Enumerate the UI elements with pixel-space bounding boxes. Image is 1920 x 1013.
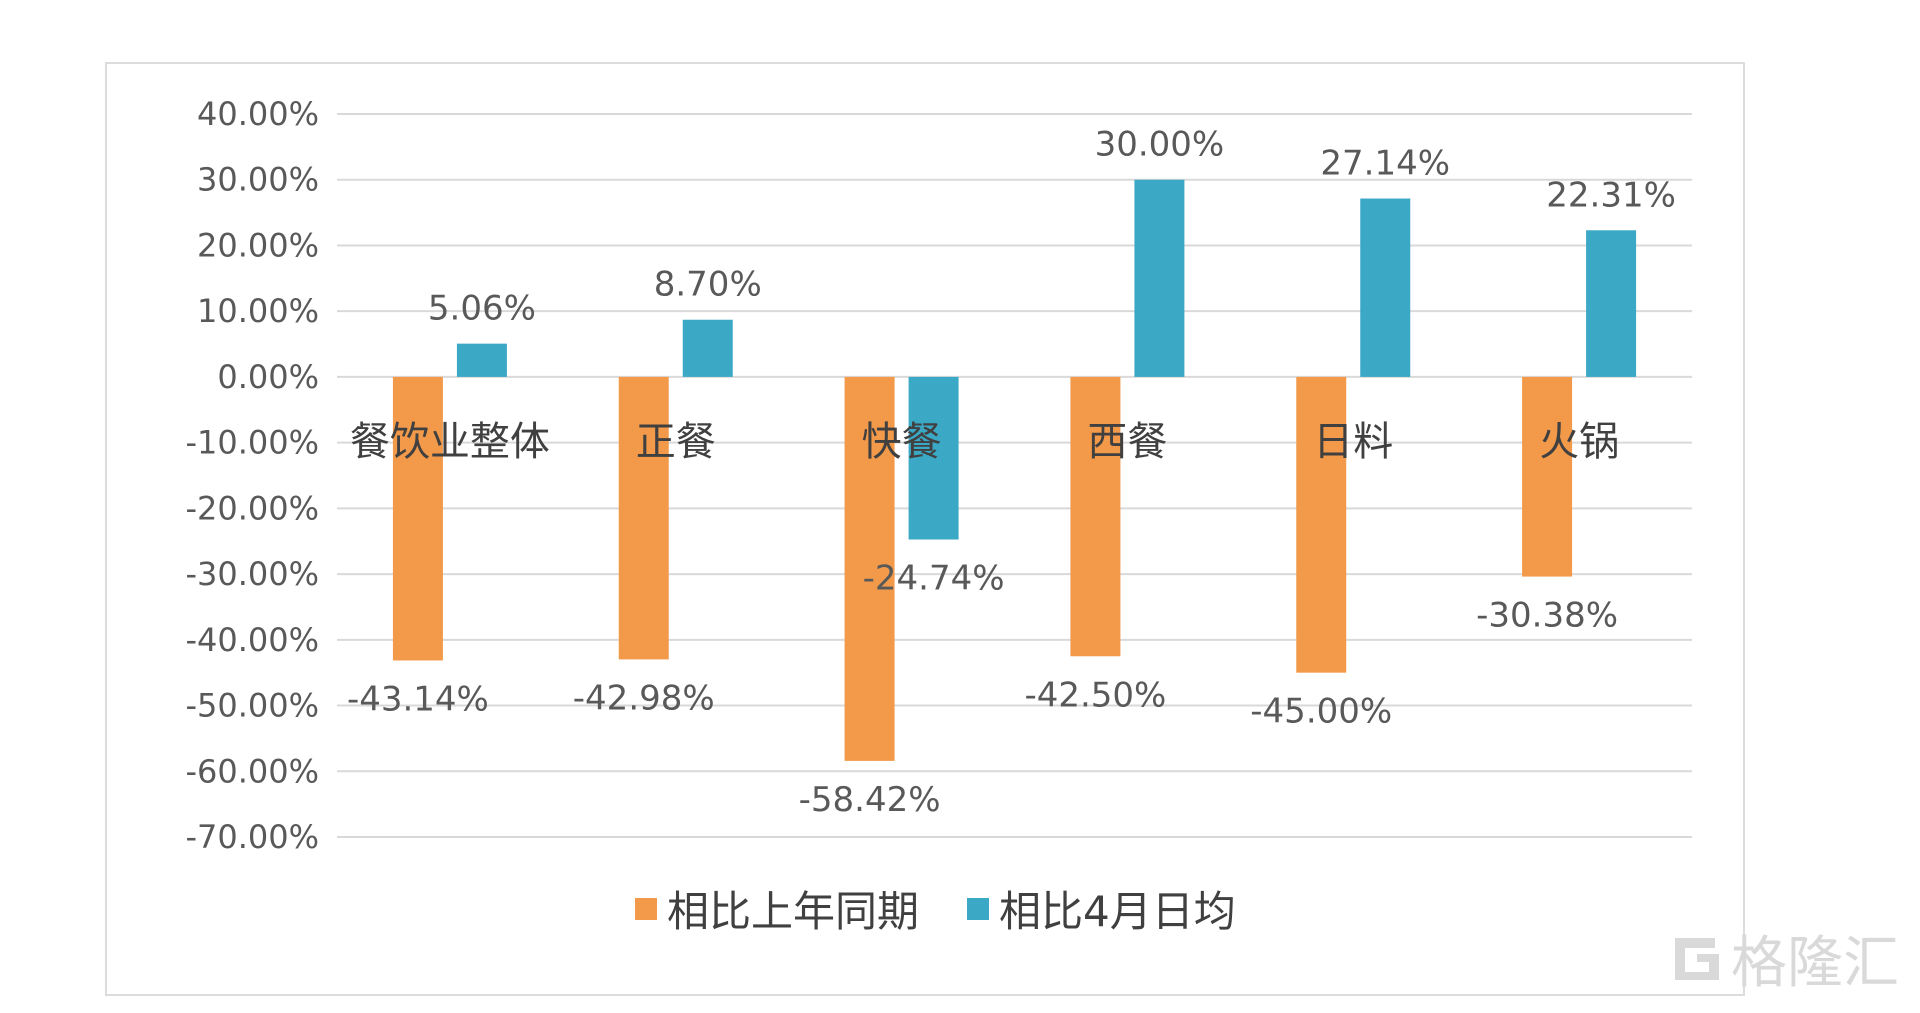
y-tick-label: 20.00% bbox=[197, 226, 319, 264]
legend-label: 相比4月日均 bbox=[999, 887, 1236, 936]
data-label: -42.98% bbox=[573, 678, 715, 718]
category-label: 正餐 bbox=[636, 419, 716, 465]
y-tick-label: -20.00% bbox=[185, 489, 319, 527]
category-label: 餐饮业整体 bbox=[350, 419, 550, 465]
y-tick-label: -10.00% bbox=[185, 424, 319, 462]
data-label: 27.14% bbox=[1320, 144, 1450, 184]
y-axis-ticks: 40.00% 30.00% 20.00% 10.00% 0.00% -10.00% -20.… bbox=[185, 95, 319, 856]
bar-vs-april bbox=[1360, 198, 1411, 377]
chart-frame: 40.00% 30.00% 20.00% 10.00% 0.00% -10.00% -20.… bbox=[105, 62, 1745, 996]
y-tick-label: 40.00% bbox=[197, 95, 319, 133]
data-label: 30.00% bbox=[1095, 125, 1225, 165]
bar-yoy bbox=[1296, 376, 1347, 673]
bar-vs-april bbox=[456, 343, 507, 377]
legend-label: 相比上年同期 bbox=[667, 887, 919, 936]
data-label: 22.31% bbox=[1546, 175, 1676, 215]
y-tick-label: 30.00% bbox=[197, 161, 319, 199]
gridlines bbox=[337, 113, 1692, 838]
bar-yoy bbox=[392, 376, 443, 661]
data-label: 5.06% bbox=[428, 289, 536, 329]
legend: 相比上年同期 相比4月日均 bbox=[635, 887, 1236, 936]
data-label: -30.38% bbox=[1476, 596, 1618, 636]
bar-yoy bbox=[844, 376, 895, 761]
bar-yoy bbox=[1070, 376, 1121, 657]
data-label: -58.42% bbox=[799, 780, 941, 820]
y-tick-label: 10.00% bbox=[197, 292, 319, 330]
y-tick-label: 0.00% bbox=[217, 358, 319, 396]
y-tick-label: -70.00% bbox=[185, 818, 319, 856]
y-tick-label: -60.00% bbox=[185, 752, 319, 790]
y-tick-label: -50.00% bbox=[185, 687, 319, 725]
watermark: 格隆汇 bbox=[1665, 920, 1915, 1000]
bar-vs-april bbox=[682, 319, 733, 377]
category-label: 日料 bbox=[1313, 419, 1393, 465]
data-label: -43.14% bbox=[347, 679, 489, 719]
legend-swatch bbox=[635, 898, 657, 920]
y-tick-label: -40.00% bbox=[185, 621, 319, 659]
bars bbox=[392, 179, 1637, 761]
watermark-text: 格隆汇 bbox=[1731, 931, 1899, 996]
data-label: -45.00% bbox=[1250, 692, 1392, 732]
data-label: -24.74% bbox=[863, 559, 1005, 599]
data-labels: -43.14% 5.06% -42.98% 8.70% -58.42% -24.74% -4… bbox=[347, 125, 1676, 820]
bar-yoy bbox=[1522, 376, 1573, 577]
category-label: 西餐 bbox=[1087, 419, 1167, 465]
legend-swatch bbox=[967, 898, 989, 920]
bar-vs-april bbox=[1586, 230, 1637, 377]
bar-vs-april bbox=[1134, 179, 1185, 377]
y-tick-label: -30.00% bbox=[185, 555, 319, 593]
category-label: 快餐 bbox=[862, 419, 942, 465]
data-label: 8.70% bbox=[654, 265, 762, 305]
bar-yoy bbox=[618, 376, 669, 660]
bar-chart: 40.00% 30.00% 20.00% 10.00% 0.00% -10.00% -20.… bbox=[185, 95, 1692, 936]
data-label: -42.50% bbox=[1024, 675, 1166, 715]
category-label: 火锅 bbox=[1539, 419, 1619, 465]
gelonghui-logo-icon bbox=[1675, 938, 1719, 980]
bar-vs-april bbox=[908, 376, 959, 540]
category-labels: 餐饮业整体 正餐 快餐 西餐 日料 火锅 bbox=[350, 419, 1619, 465]
